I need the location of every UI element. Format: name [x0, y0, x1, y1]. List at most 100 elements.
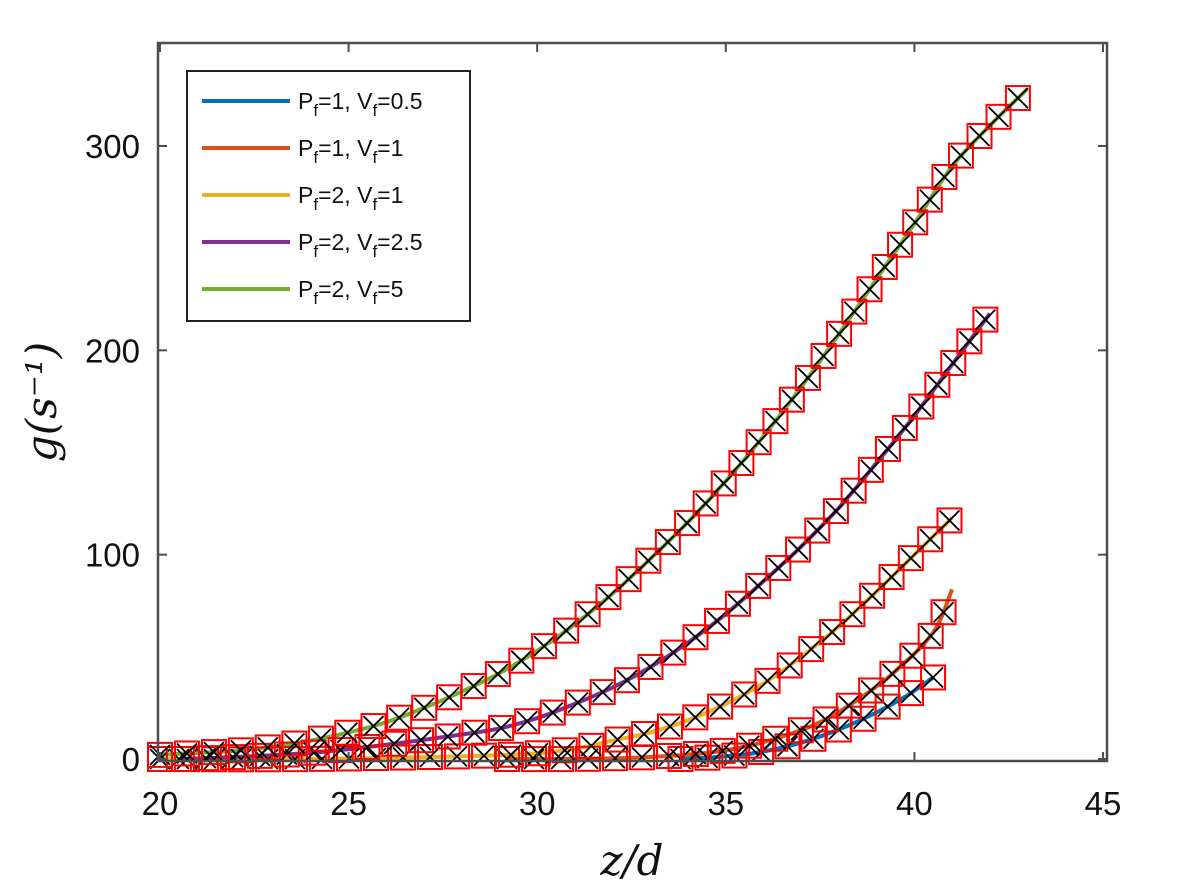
cross-marker [712, 740, 734, 762]
cross-marker [555, 620, 577, 642]
cross-marker [747, 575, 769, 597]
square-marker [804, 517, 831, 544]
cross-marker [800, 638, 822, 660]
cross-marker [580, 735, 602, 757]
legend-label: Pf=2, Vf=2.5 [298, 229, 423, 261]
cross-marker [797, 367, 819, 389]
square-marker [660, 639, 687, 666]
cross-marker [616, 669, 638, 691]
cross-marker [659, 715, 681, 738]
square-marker [778, 386, 805, 413]
square-marker [635, 547, 662, 574]
square-marker [731, 681, 758, 708]
cross-marker [852, 708, 875, 730]
square-marker [835, 692, 862, 719]
cross-marker [727, 593, 749, 615]
square-marker [200, 739, 227, 766]
cross-marker [932, 601, 955, 623]
cross-marker [779, 654, 801, 677]
cross-marker [606, 728, 629, 751]
cross-marker [858, 278, 881, 300]
y-tick-label: 0 [122, 741, 140, 778]
cross-marker [1007, 87, 1029, 109]
legend-label: Pf=2, Vf=1 [298, 182, 403, 214]
square-marker [389, 744, 416, 771]
cross-marker [203, 741, 225, 763]
square-marker [908, 393, 935, 420]
cross-marker [764, 728, 786, 750]
cross-marker [463, 675, 485, 697]
cross-marker [362, 715, 385, 737]
square-marker [985, 103, 1012, 130]
square-marker [308, 745, 335, 772]
x-tick-label: 25 [330, 785, 367, 822]
square-marker [470, 742, 497, 769]
square-marker [682, 740, 709, 767]
cross-marker [713, 472, 735, 495]
square-marker [484, 661, 511, 688]
square-marker [776, 652, 803, 679]
square-marker [434, 723, 461, 750]
cross-marker [942, 352, 964, 374]
square-marker [931, 163, 958, 190]
cross-marker [257, 736, 279, 759]
cross-marker [838, 695, 860, 717]
cross-marker [889, 234, 911, 256]
x-tick-label: 20 [142, 785, 179, 822]
plot-frame [156, 41, 1109, 763]
square-marker [360, 713, 387, 740]
square-marker [173, 740, 200, 767]
square-marker [254, 734, 281, 761]
cross-marker [310, 727, 332, 750]
square-marker [408, 727, 435, 754]
square-marker [930, 599, 957, 626]
cross-marker [706, 610, 728, 632]
square-marker [898, 680, 925, 707]
cross-marker [446, 745, 468, 768]
square-marker [891, 414, 918, 441]
square-marker [551, 737, 578, 764]
cross-marker [463, 722, 486, 744]
cross-marker [747, 431, 770, 453]
cross-marker [877, 438, 899, 460]
square-marker [736, 732, 763, 759]
cross-marker [894, 417, 916, 439]
cross-marker [764, 410, 787, 432]
cross-marker [658, 745, 680, 767]
cross-marker [709, 695, 731, 718]
cross-marker [756, 670, 779, 692]
cross-marker [841, 603, 864, 625]
square-marker [508, 647, 535, 674]
square-marker [826, 320, 853, 347]
square-marker [674, 510, 701, 537]
cross-marker [695, 492, 717, 515]
square-marker [887, 231, 914, 258]
cross-marker [922, 666, 944, 689]
square-marker [307, 725, 334, 752]
cross-marker [938, 509, 961, 532]
square-marker [899, 642, 926, 669]
square-marker [381, 730, 408, 757]
square-marker [762, 408, 789, 435]
square-marker [615, 566, 642, 593]
square-marker [709, 737, 736, 764]
square-marker [524, 740, 551, 767]
square-marker [874, 693, 901, 720]
square-marker [539, 699, 566, 726]
square-marker [300, 739, 327, 766]
square-marker [497, 741, 524, 768]
square-marker [724, 590, 751, 617]
cross-marker [542, 701, 564, 724]
cross-marker [812, 345, 835, 367]
square-marker [745, 572, 772, 599]
square-marker [631, 721, 658, 748]
square-marker [682, 624, 709, 651]
cross-marker [639, 656, 662, 678]
square-marker [966, 123, 993, 150]
square-marker [812, 706, 839, 733]
cross-marker [410, 729, 432, 751]
legend: Pf=1, Vf=0.5 Pf=1, Vf=1 Pf=2, Vf=1 Pf=2, Vf… [186, 70, 471, 322]
square-marker [574, 601, 601, 628]
cross-marker [554, 739, 576, 761]
square-marker [604, 726, 631, 753]
